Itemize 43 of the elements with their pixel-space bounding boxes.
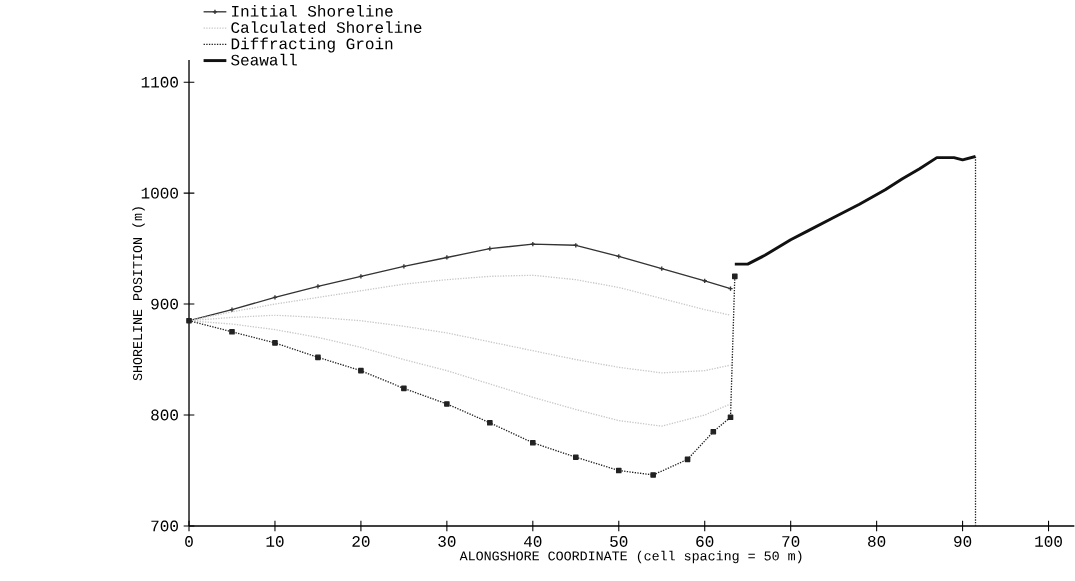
point	[229, 329, 235, 335]
point	[573, 454, 579, 460]
point	[358, 367, 364, 374]
legend-label: Seawall	[231, 53, 297, 66]
legend-label: Diffracting Groin	[231, 37, 393, 53]
point	[401, 385, 407, 392]
point	[229, 306, 235, 313]
point	[650, 472, 656, 478]
x-tick-label: 60	[696, 536, 714, 547]
y-axis-title: SHORELINE POSITION (m)	[132, 207, 145, 381]
x-tick-label: 70	[782, 536, 800, 547]
x-tick-label: 20	[352, 536, 370, 547]
point	[315, 283, 321, 290]
y-tick-label: 800	[151, 409, 178, 421]
y-tick-label: 700	[151, 520, 178, 532]
y-tick-label: 1000	[141, 187, 178, 199]
point	[530, 439, 536, 446]
x-tick-label: 90	[954, 536, 972, 547]
point	[487, 420, 493, 426]
point	[315, 354, 321, 361]
x-tick-label: 30	[438, 536, 456, 547]
x-tick-label: 40	[524, 536, 542, 547]
x-tick-label: 80	[868, 536, 886, 547]
line-series	[733, 155, 977, 266]
y-tick-label: 1100	[141, 76, 178, 88]
x-tick-label: 50	[610, 536, 628, 547]
legend-label: Initial Shoreline	[232, 5, 393, 17]
point	[444, 254, 450, 261]
point	[272, 294, 278, 301]
x-axis-title: ALONGSHORE COORDINATE (cell spacing = 50 m)	[459, 550, 802, 564]
point	[358, 273, 364, 280]
x-tick-label: 0	[185, 536, 193, 547]
x-tick-label: 10	[266, 536, 284, 547]
point	[615, 467, 622, 474]
point	[401, 263, 407, 270]
legend-label: Calculated Shoreline	[231, 21, 422, 34]
x-tick-label: 100	[1035, 536, 1062, 547]
y-tick-label: 900	[151, 298, 178, 310]
point	[444, 401, 450, 407]
point	[487, 245, 493, 252]
point	[727, 414, 734, 421]
point	[272, 340, 278, 346]
point	[732, 273, 738, 280]
